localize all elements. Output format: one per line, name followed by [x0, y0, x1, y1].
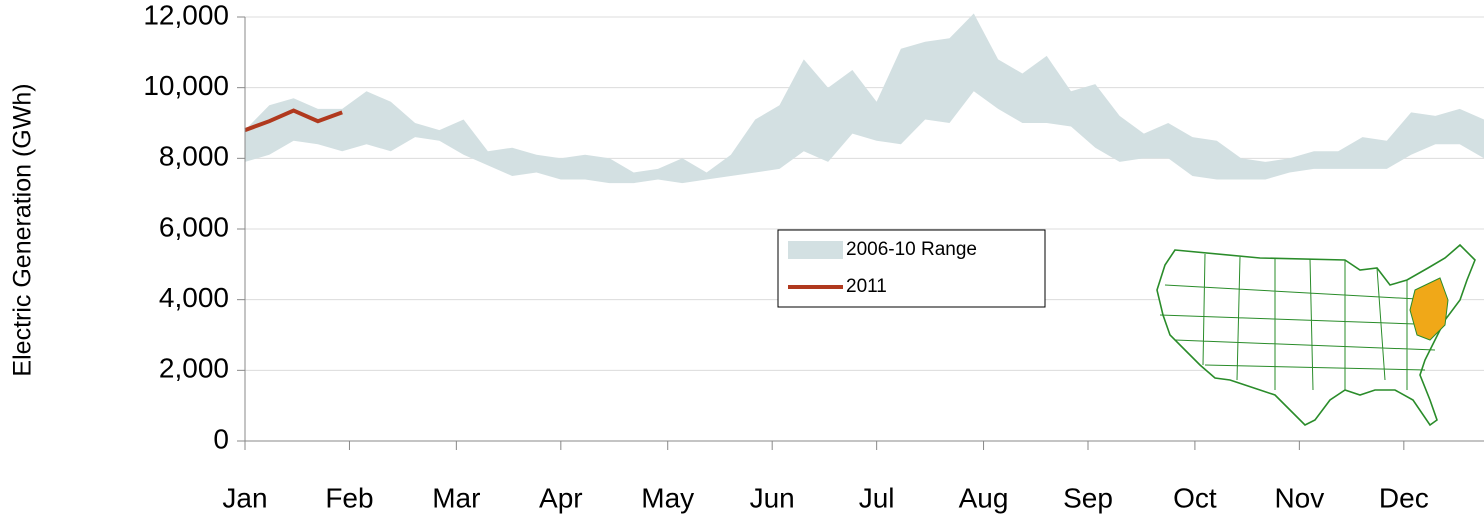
x-tick-label: Nov: [1274, 482, 1324, 513]
x-tick-label: Sep: [1063, 482, 1113, 513]
x-tick-label: Jun: [750, 482, 795, 513]
y-axis-title: Electric Generation (GWh): [9, 83, 37, 376]
y-tick-label: 2,000: [159, 353, 229, 384]
range-area: [245, 13, 1484, 184]
line-series: [244, 108, 343, 132]
y-tick-label: 10,000: [143, 70, 229, 101]
y-tick-label: 0: [213, 423, 229, 454]
y-tick-label: 4,000: [159, 282, 229, 313]
x-tick-label: Aug: [959, 482, 1009, 513]
x-tick-label: May: [641, 482, 694, 513]
x-tick-label: Mar: [432, 482, 480, 513]
legend-label: 2006-10 Range: [846, 239, 977, 260]
us-map-inset: [1156, 243, 1476, 427]
region-highlight: [1409, 277, 1449, 341]
y-tick-label: 8,000: [159, 141, 229, 172]
x-tick-label: Oct: [1173, 482, 1217, 513]
us-outline: [1156, 243, 1476, 427]
x-tick-label: Jan: [222, 482, 267, 513]
x-tick-label: Apr: [539, 482, 583, 513]
x-tick-label: Feb: [325, 482, 373, 513]
us-state-lines: [1159, 253, 1446, 391]
legend-swatch: [788, 241, 843, 259]
y-tick-label: 12,000: [143, 0, 229, 30]
x-tick-label: Jul: [859, 482, 895, 513]
y-tick-label: 6,000: [159, 211, 229, 242]
legend-label: 2011: [846, 276, 887, 297]
x-tick-label: Dec: [1379, 482, 1429, 513]
